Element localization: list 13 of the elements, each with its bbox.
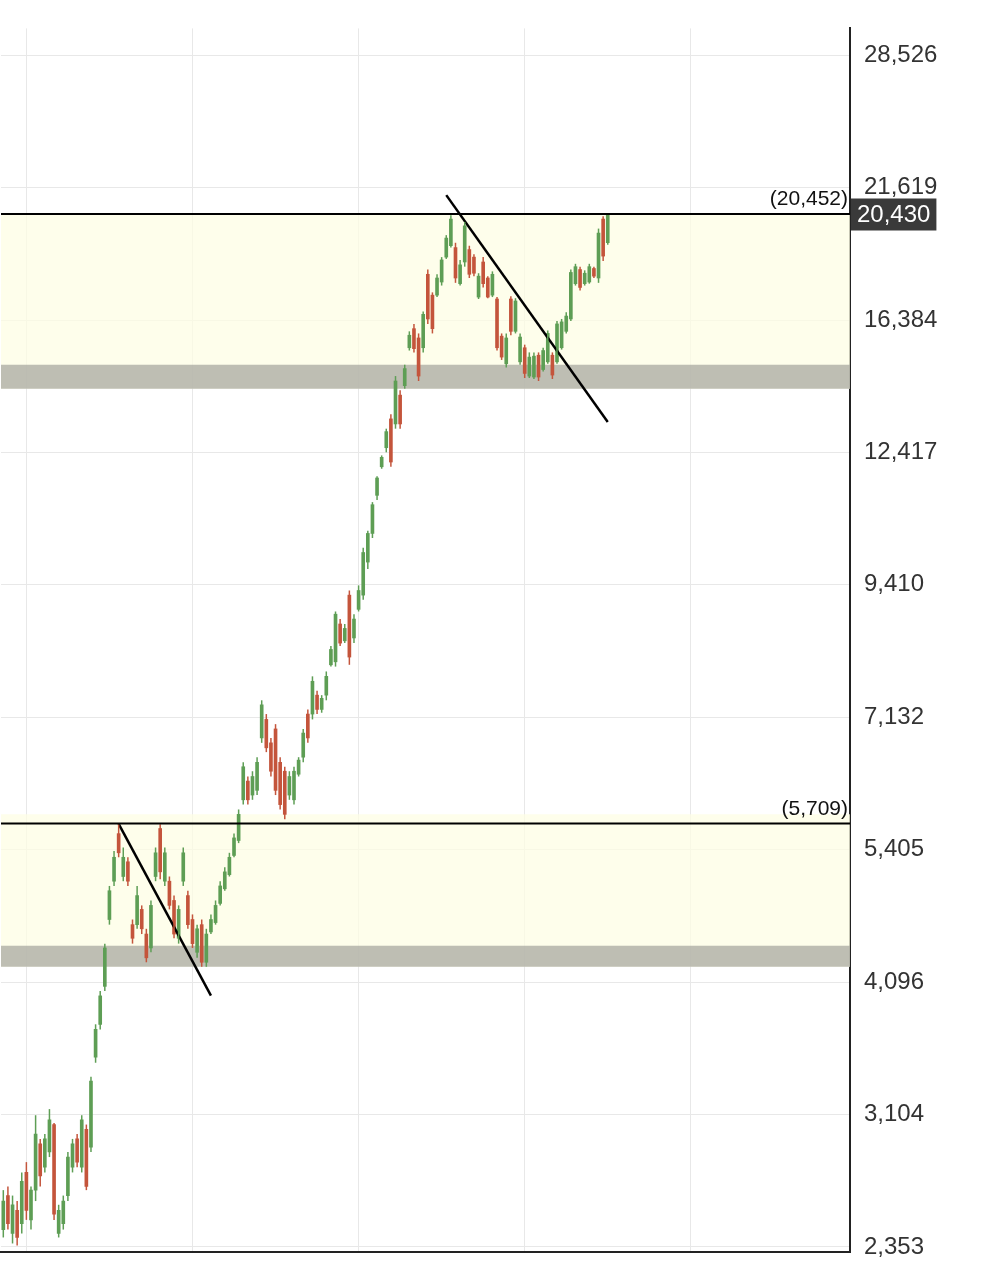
y-tick-label: 12,417	[864, 437, 938, 465]
y-tick-label: 3,104	[864, 1099, 925, 1127]
y-tick-label: 4,096	[864, 966, 925, 994]
y-tick-label: 28,526	[864, 39, 938, 67]
y-tick-label: 5,405	[864, 834, 925, 862]
y-tick-label: 16,384	[864, 304, 938, 332]
ref-line-label: (5,709)	[781, 795, 848, 819]
text: 20,430	[857, 200, 931, 228]
y-tick-label: 9,410	[864, 569, 925, 597]
y-tick-label: 2,353	[864, 1231, 925, 1259]
ref-line-label: (20,452)	[769, 186, 848, 210]
y-tick-label: 7,132	[864, 701, 925, 729]
y-tick-label: 21,619	[864, 172, 938, 200]
